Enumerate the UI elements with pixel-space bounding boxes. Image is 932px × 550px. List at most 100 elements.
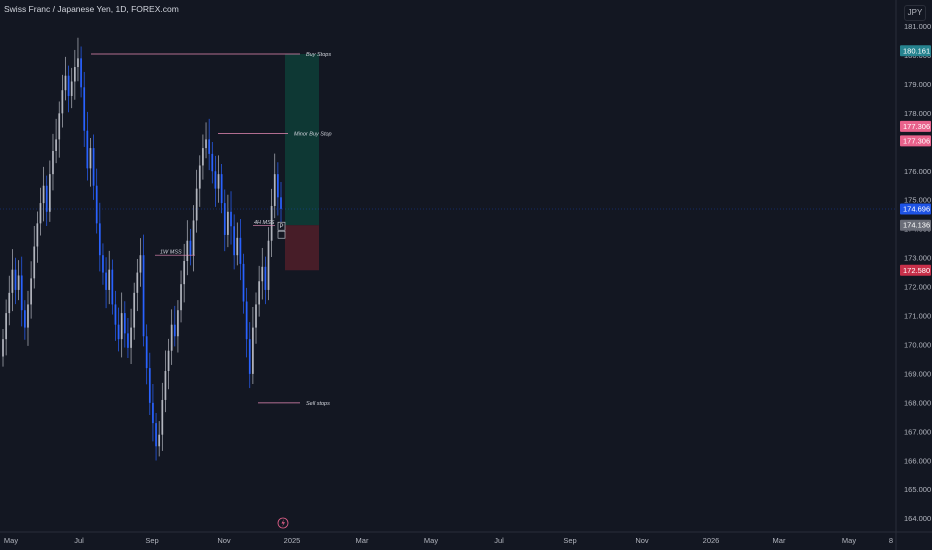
x-tick-label: 2025 (284, 536, 301, 545)
chart-title: Swiss Franc / Japanese Yen, 1D, FOREX.co… (4, 4, 179, 14)
price-label: 172.580 (900, 264, 931, 276)
candle-body (89, 148, 92, 169)
y-tick-label: 179.000 (904, 80, 931, 89)
candle-body (183, 260, 186, 285)
x-tick-label: Nov (635, 536, 649, 545)
candle-body (261, 266, 264, 282)
candle-body (58, 113, 61, 140)
y-tick-label: 178.000 (904, 109, 931, 118)
candle-body (145, 336, 148, 369)
candle-body (173, 324, 176, 337)
candle-body (245, 301, 248, 340)
candle-body (273, 174, 276, 206)
candle-body (111, 269, 114, 305)
candle-body (48, 174, 51, 212)
candle-body (55, 139, 57, 151)
candle-body (20, 275, 23, 311)
profit-zone (285, 54, 319, 226)
candle-body (236, 237, 239, 256)
y-tick-label: 167.000 (904, 427, 931, 436)
candle-body (2, 339, 4, 357)
candle-body (8, 292, 11, 314)
x-tick-label: Nov (217, 536, 231, 545)
y-tick-label: 181.000 (904, 22, 931, 31)
candle-body (239, 237, 242, 264)
y-tick-label: 166.000 (904, 456, 931, 465)
x-tick-label: 8 (889, 536, 893, 545)
candle-body (123, 313, 126, 334)
candle-body (167, 350, 170, 372)
candle-body (73, 67, 76, 82)
x-tick-label: Sep (145, 536, 158, 545)
candle-body (223, 203, 226, 235)
currency-selector[interactable]: JPY (904, 5, 926, 21)
x-tick-label: 2026 (703, 536, 720, 545)
candle-body (83, 87, 86, 131)
candle-body (130, 327, 132, 348)
annotation-label: 1W MSS (160, 250, 182, 256)
candle-body (114, 304, 117, 325)
x-tick-label: Sep (563, 536, 576, 545)
candle-body (214, 171, 217, 189)
candle-body (70, 81, 73, 96)
candle-body (80, 58, 82, 88)
candle-body (45, 185, 48, 212)
y-tick-label: 175.000 (904, 196, 931, 205)
candle-body (92, 148, 95, 186)
y-tick-label: 168.000 (904, 398, 931, 407)
candle-body (17, 275, 20, 290)
candle-body (117, 324, 120, 340)
candle-body (161, 399, 164, 435)
candle-body (205, 139, 207, 149)
candle-body (136, 272, 139, 293)
candle-body (120, 313, 123, 340)
price-label-text: 172.580 (903, 266, 930, 275)
candle-body (158, 434, 161, 447)
price-label-text: 177.306 (903, 136, 930, 145)
price-label-text: 174.136 (903, 221, 930, 230)
candle-body (61, 90, 64, 114)
candle-body (133, 292, 136, 328)
candle-body (95, 185, 98, 224)
candle-body (189, 240, 192, 256)
y-tick-label: 169.000 (904, 369, 931, 378)
candle-body (102, 255, 104, 273)
candle-body (98, 223, 101, 256)
position-marker-label: P (280, 224, 284, 230)
lightning-icon-bolt (281, 519, 285, 527)
price-label: 177.306 (900, 135, 931, 147)
y-tick-label: 173.000 (904, 254, 931, 263)
candle-body (270, 205, 273, 241)
price-label-bg (900, 219, 931, 231)
loss-zone (285, 225, 319, 271)
y-tick-label: 170.000 (904, 340, 931, 349)
price-label-text: 174.696 (903, 205, 930, 214)
candle-body (39, 203, 42, 224)
y-tick-label: 176.000 (904, 167, 931, 176)
y-tick-label: 171.000 (904, 312, 931, 321)
y-tick-label: 172.000 (904, 283, 931, 292)
candle-body (186, 240, 189, 261)
x-tick-label: Jul (494, 536, 504, 545)
candle-body (152, 402, 154, 424)
x-tick-label: May (4, 536, 18, 545)
x-tick-label: Jul (74, 536, 84, 545)
position-marker-box-lower (277, 230, 286, 239)
candle-body (155, 423, 157, 447)
candle-body (258, 281, 260, 305)
candle-body (180, 284, 182, 311)
candle-body (52, 150, 54, 175)
candle-body (198, 165, 201, 189)
candle-body (177, 310, 179, 337)
candle-body (5, 313, 7, 340)
candle-body (217, 174, 220, 189)
candle-body (252, 327, 254, 374)
price-label-bg (900, 45, 931, 57)
candle-body (202, 148, 204, 166)
candle-body (208, 139, 211, 154)
candle-body (277, 174, 279, 198)
price-label-text: 177.306 (903, 122, 930, 131)
candle-body (220, 174, 223, 204)
